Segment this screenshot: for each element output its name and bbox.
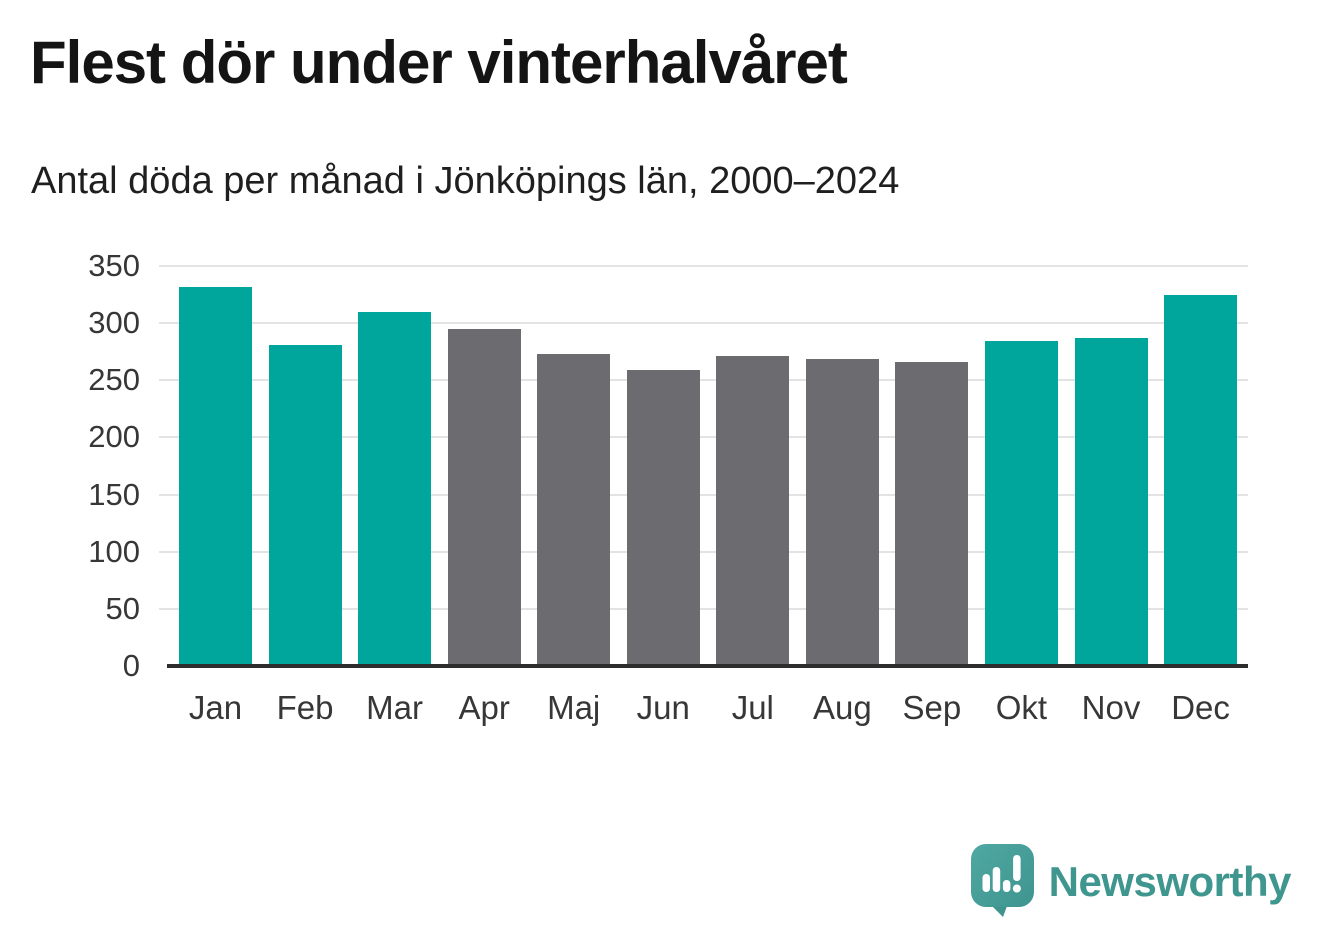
bar-feb bbox=[268, 344, 342, 666]
bar-jul bbox=[716, 356, 790, 666]
gridline-100 bbox=[159, 550, 1248, 553]
y-tick-label-100: 100 bbox=[88, 533, 140, 569]
gridline-150 bbox=[159, 493, 1248, 496]
bar-dec bbox=[1164, 294, 1238, 666]
y-tick-label-250: 250 bbox=[88, 362, 140, 398]
gridline-200 bbox=[159, 436, 1248, 439]
y-tick-label-50: 50 bbox=[105, 590, 140, 626]
x-axis-line bbox=[167, 664, 1248, 668]
x-tick-label-apr: Apr bbox=[458, 689, 510, 726]
bar-mar bbox=[358, 311, 432, 666]
x-tick-label-maj: Maj bbox=[547, 689, 601, 726]
y-tick-label-350: 350 bbox=[88, 248, 140, 283]
chart-subtitle: Antal döda per månad i Jönköpings län, 2… bbox=[31, 160, 900, 202]
bar-aug bbox=[805, 358, 879, 666]
bar-nov bbox=[1074, 338, 1148, 666]
y-tick-label-150: 150 bbox=[88, 476, 140, 512]
bar-maj bbox=[537, 354, 611, 666]
x-tick-label-dec: Dec bbox=[1171, 689, 1230, 726]
bar-apr bbox=[447, 328, 521, 666]
y-tick-label-200: 200 bbox=[88, 419, 140, 455]
bubble-body bbox=[970, 844, 1034, 907]
y-tick-label-300: 300 bbox=[88, 305, 140, 341]
y-tick-label-0: 0 bbox=[122, 648, 140, 683]
bar-okt bbox=[984, 341, 1058, 666]
newsworthy-logo: Newsworthy bbox=[970, 843, 1292, 921]
gridline-50 bbox=[159, 607, 1248, 610]
y-axis-labels: 0 50 100 150 200 250 300 350 bbox=[52, 248, 140, 683]
bar-jun bbox=[626, 370, 700, 666]
newsworthy-logo-text: Newsworthy bbox=[1048, 858, 1292, 905]
x-tick-label-okt: Okt bbox=[995, 689, 1048, 726]
plot-area: Jan Feb Mar Apr Maj Jun Jul Aug Sep Okt Nov Dec bbox=[159, 265, 1248, 726]
chart-title: Flest dör under vinterhalvåret bbox=[30, 29, 848, 96]
x-tick-label-aug: Aug bbox=[812, 689, 872, 726]
x-tick-label-jan: Jan bbox=[188, 689, 243, 726]
x-tick-label-sep: Sep bbox=[902, 689, 962, 726]
gridline-250 bbox=[159, 379, 1248, 382]
gridline-300 bbox=[159, 322, 1248, 325]
x-tick-label-nov: Nov bbox=[1081, 689, 1141, 726]
x-tick-label-jul: Jul bbox=[731, 689, 774, 726]
newsworthy-bubble-icon bbox=[970, 844, 1034, 917]
bar-chart-exclamation-icon bbox=[982, 855, 1021, 893]
x-tick-label-feb: Feb bbox=[276, 689, 334, 726]
bar-sep bbox=[895, 362, 969, 666]
x-tick-label-mar: Mar bbox=[366, 689, 424, 726]
gridline-350 bbox=[159, 265, 1248, 267]
bar-jan bbox=[179, 286, 252, 666]
x-tick-label-jun: Jun bbox=[636, 689, 690, 726]
